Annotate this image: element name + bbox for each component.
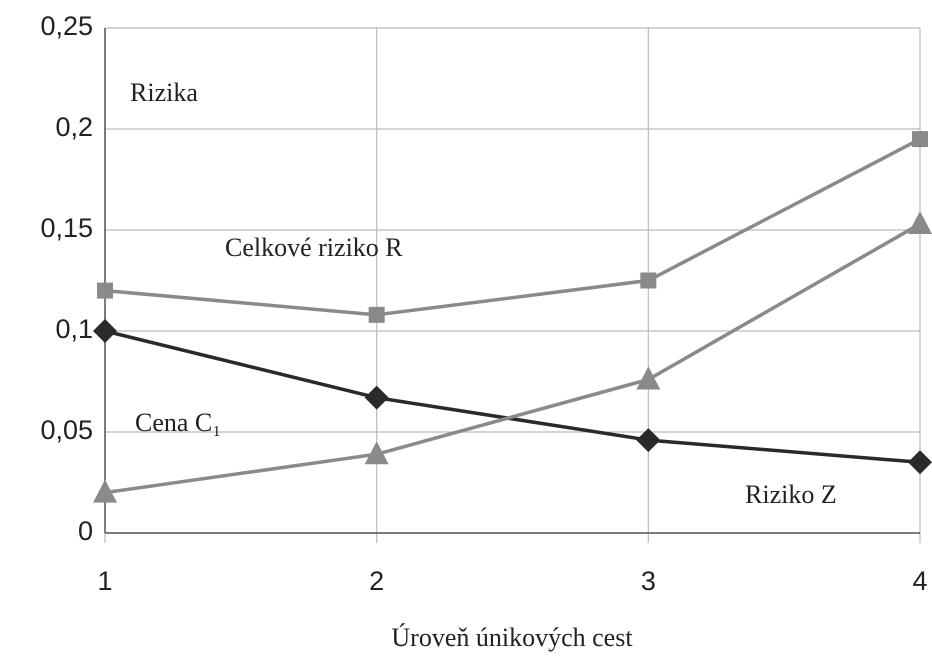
marker — [93, 319, 117, 343]
y-tick-label: 0,25 — [40, 11, 93, 41]
marker — [636, 428, 661, 453]
marker — [640, 272, 657, 289]
y-tick-label: 0,1 — [55, 314, 93, 344]
series-line — [104, 137, 921, 317]
series-label: Cena C₁ — [135, 408, 221, 437]
marker — [364, 441, 389, 465]
y-tick-label: 0 — [78, 516, 93, 546]
y-tick-label: 0,2 — [55, 112, 93, 142]
x-tick-label: 3 — [641, 566, 656, 596]
marker — [908, 210, 932, 234]
marker — [97, 282, 113, 299]
chart-title: Rizika — [130, 78, 198, 107]
series-line — [104, 222, 921, 495]
series-label: Riziko Z — [745, 480, 837, 509]
y-tick-label: 0,15 — [40, 213, 93, 243]
marker — [912, 131, 928, 148]
series-line — [104, 329, 921, 465]
x-tick-label: 1 — [97, 566, 112, 596]
marker — [368, 306, 385, 323]
marker — [636, 366, 661, 390]
marker — [908, 450, 932, 475]
marker — [93, 479, 117, 503]
marker — [364, 385, 389, 410]
series-label: Celkové riziko R — [225, 233, 403, 262]
y-tick-label: 0,05 — [40, 415, 93, 445]
x-tick-label: 4 — [912, 566, 927, 596]
x-tick-label: 2 — [369, 566, 384, 596]
x-axis-label: Úroveň únikových cest — [391, 623, 633, 652]
